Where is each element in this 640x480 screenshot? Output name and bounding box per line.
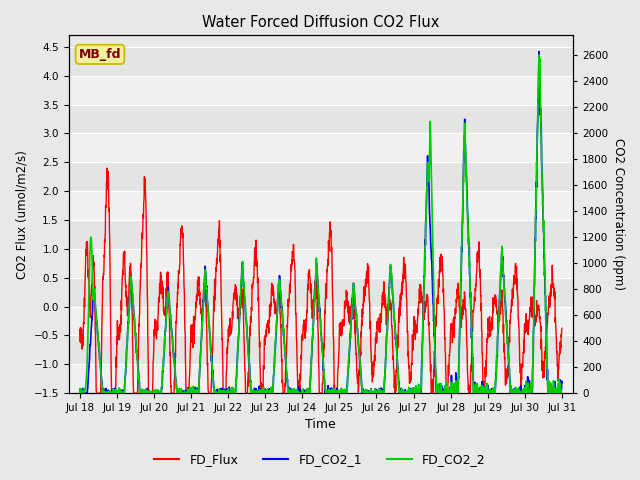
- Y-axis label: CO2 Concentration (ppm): CO2 Concentration (ppm): [612, 138, 625, 290]
- Bar: [68, 105, 573, 133]
- Text: MB_fd: MB_fd: [79, 48, 121, 61]
- FD_CO2_2: [298, 389, 305, 395]
- FD_Flux: [456, 308, 464, 314]
- FD_CO2_2: [545, 390, 552, 396]
- FD_Flux: [545, 304, 552, 310]
- Line: FD_CO2_1: FD_CO2_1: [80, 51, 562, 393]
- FD_Flux: [93, 390, 100, 396]
- Bar: [68, 162, 573, 191]
- FD_CO2_1: [77, 390, 84, 396]
- FD_CO2_1: [298, 389, 305, 395]
- FD_Flux: [545, 312, 552, 317]
- FD_CO2_2: [456, 330, 463, 336]
- FD_CO2_2: [310, 292, 318, 298]
- FD_CO2_1: [545, 390, 552, 396]
- Bar: [68, 47, 573, 76]
- FD_CO2_2: [558, 390, 566, 396]
- Bar: [68, 133, 573, 162]
- FD_CO2_1: [545, 390, 552, 396]
- Bar: [68, 364, 573, 393]
- Title: Water Forced Diffusion CO2 Flux: Water Forced Diffusion CO2 Flux: [202, 15, 440, 30]
- Y-axis label: CO2 Flux (umol/m2/s): CO2 Flux (umol/m2/s): [15, 150, 28, 279]
- FD_Flux: [558, 325, 566, 331]
- Bar: [68, 220, 573, 249]
- FD_Flux: [311, 293, 319, 299]
- Bar: [68, 278, 573, 307]
- Bar: [68, 307, 573, 336]
- FD_CO2_1: [310, 298, 318, 304]
- FD_CO2_2: [545, 390, 552, 396]
- FD_CO2_1: [535, 48, 543, 54]
- FD_Flux: [103, 165, 111, 171]
- Legend: FD_Flux, FD_CO2_1, FD_CO2_2: FD_Flux, FD_CO2_1, FD_CO2_2: [149, 448, 491, 471]
- Bar: [68, 76, 573, 105]
- FD_CO2_1: [558, 380, 566, 385]
- Line: FD_CO2_2: FD_CO2_2: [80, 55, 562, 393]
- FD_Flux: [100, 237, 108, 243]
- FD_CO2_2: [99, 390, 107, 396]
- Bar: [68, 336, 573, 364]
- Line: FD_Flux: FD_Flux: [80, 168, 562, 393]
- FD_CO2_2: [76, 389, 84, 395]
- FD_CO2_1: [76, 386, 84, 392]
- FD_Flux: [76, 338, 84, 344]
- X-axis label: Time: Time: [305, 419, 336, 432]
- FD_Flux: [298, 334, 306, 339]
- FD_CO2_2: [100, 390, 108, 396]
- Bar: [68, 191, 573, 220]
- FD_CO2_1: [100, 390, 108, 396]
- Bar: [68, 249, 573, 278]
- FD_CO2_2: [535, 52, 543, 58]
- FD_CO2_1: [456, 330, 463, 336]
